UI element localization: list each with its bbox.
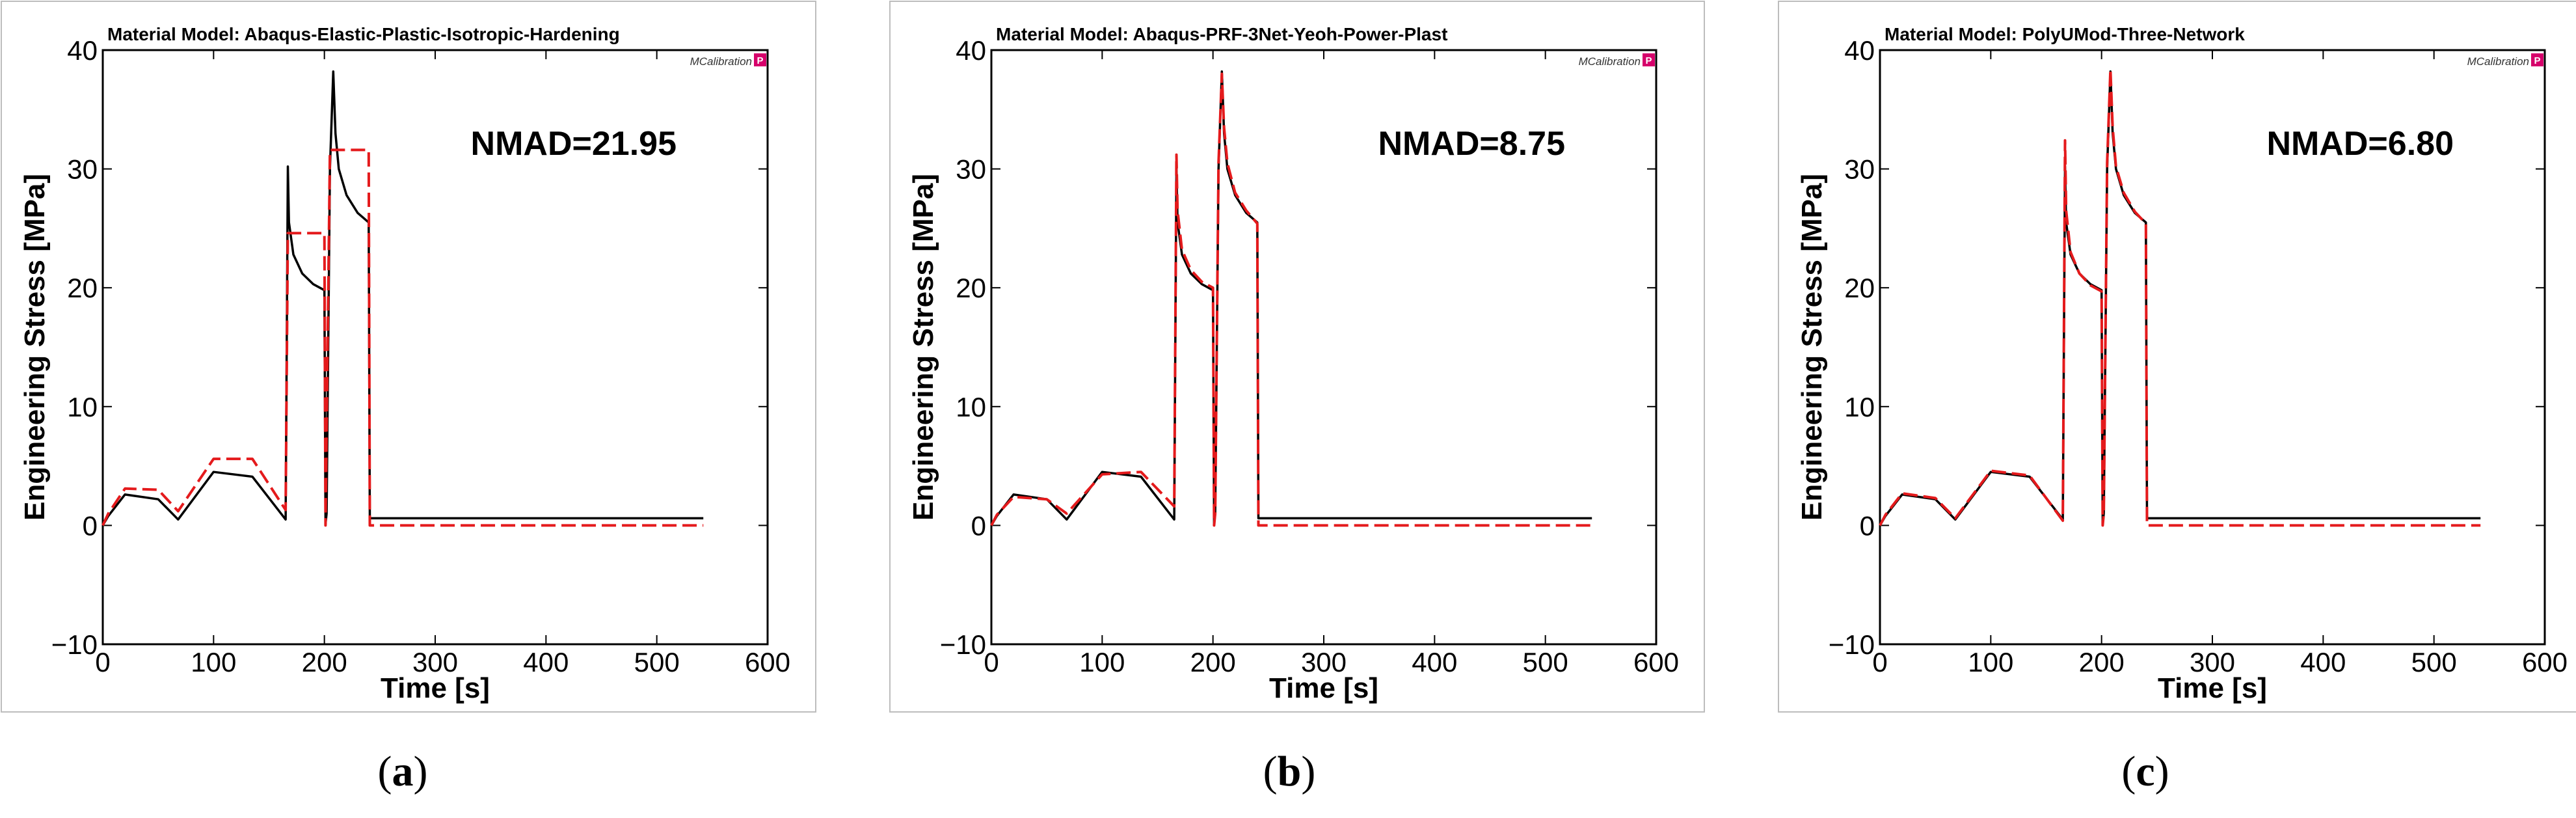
y-tick-label: 30 [67,154,98,185]
x-tick-label: 500 [1523,647,1568,677]
brand-badge: P [2534,55,2540,66]
x-tick-label: 200 [2079,647,2125,677]
x-tick-label: 100 [191,647,236,677]
caption-c: (c) [2121,748,2169,795]
brand-logo-icon [2531,53,2543,66]
x-tick-label: 400 [523,647,569,677]
x-axis-label: Time [s] [1269,672,1378,704]
brand-badge: P [1645,55,1652,66]
y-tick-label: 10 [956,392,986,422]
plot-area: Material Model: PolyUMod-Three-Network MC… [1796,24,2568,704]
nmad-annotation: NMAD=8.75 [1378,125,1565,163]
y-tick-label: 0 [1860,510,1875,541]
chart-svg-a: Material Model: Abaqus-Elastic-Plastic-I… [1,1,816,713]
y-tick-label: 0 [83,510,98,541]
series-line-model [1879,68,2481,527]
x-tick-label: 600 [1633,647,1679,677]
y-tick-label: 40 [1844,35,1875,66]
brand-label: MCalibration [1579,55,1641,68]
panel-frame [889,1,1705,713]
y-tick-label: 20 [1844,273,1875,303]
y-tick-label: 30 [956,154,986,185]
y-tick-label: 20 [956,273,986,303]
plot-area: Material Model: Abaqus-PRF-3Net-Yeoh-Pow… [907,24,1679,704]
chart-title: Material Model: PolyUMod-Three-Network [1885,24,2245,44]
y-tick-label: 10 [67,392,98,422]
x-tick-label: 200 [1190,647,1236,677]
x-tick-label: 300 [1301,647,1347,677]
x-tick-label: 600 [745,647,790,677]
y-tick-label: −10 [51,629,98,660]
y-tick-label: −10 [940,629,986,660]
y-axis-label: Engineering Stress [MPa] [19,174,51,521]
brand-badge: P [757,55,763,66]
x-tick-label: 0 [1872,647,1887,677]
y-tick-label: 40 [67,35,98,66]
x-tick-label: 300 [2190,647,2235,677]
x-tick-label: 100 [1968,647,2013,677]
x-tick-label: 200 [302,647,347,677]
y-tick-label: 40 [956,35,986,66]
brand-label: MCalibration [690,55,752,68]
nmad-annotation: NMAD=21.95 [471,125,677,163]
chart-panel-a: Material Model: Abaqus-Elastic-Plastic-I… [0,0,852,716]
caption-label: c [2136,748,2155,795]
chart-panel-b: Material Model: Abaqus-PRF-3Net-Yeoh-Pow… [889,0,1741,716]
x-tick-label: 400 [1412,647,1457,677]
y-tick-label: 20 [67,273,98,303]
caption-b: (b) [1263,748,1316,795]
caption-label: a [392,748,414,795]
y-tick-label: 0 [971,510,986,541]
chart-svg-b: Material Model: Abaqus-PRF-3Net-Yeoh-Pow… [889,1,1705,713]
x-tick-label: 100 [1079,647,1125,677]
y-tick-label: −10 [1829,629,1875,660]
panel-frame [1778,1,2576,713]
caption-label: b [1277,748,1302,795]
chart-title: Material Model: Abaqus-Elastic-Plastic-I… [107,24,620,44]
plot-area: Material Model: Abaqus-Elastic-Plastic-I… [19,24,790,704]
series-line-model [990,72,1592,527]
x-tick-label: 500 [2411,647,2457,677]
chart-panel-c: Material Model: PolyUMod-Three-Network MC… [1777,0,2576,716]
brand-logo-icon [1643,53,1655,66]
y-tick-label: 30 [1844,154,1875,185]
brand-label: MCalibration [2467,55,2529,68]
x-tick-label: 0 [95,647,110,677]
chart-svg-c: Material Model: PolyUMod-Three-Network MC… [1778,1,2576,713]
chart-title: Material Model: Abaqus-PRF-3Net-Yeoh-Pow… [996,24,1447,44]
y-axis-label: Engineering Stress [MPa] [1796,174,1828,521]
x-tick-label: 600 [2522,647,2568,677]
x-axis-label: Time [s] [381,672,490,704]
panel-frame [1,1,816,713]
nmad-annotation: NMAD=6.80 [2266,125,2454,163]
x-tick-label: 400 [2300,647,2346,677]
series-line-experiment [101,70,704,526]
series-line-model [101,148,704,527]
x-tick-label: 500 [634,647,680,677]
x-tick-label: 300 [412,647,458,677]
y-tick-label: 10 [1844,392,1875,422]
x-axis-label: Time [s] [2158,672,2267,704]
y-axis-label: Engineering Stress [MPa] [907,174,939,521]
x-tick-label: 0 [984,647,999,677]
caption-a: (a) [377,748,428,795]
brand-logo-icon [754,53,766,66]
